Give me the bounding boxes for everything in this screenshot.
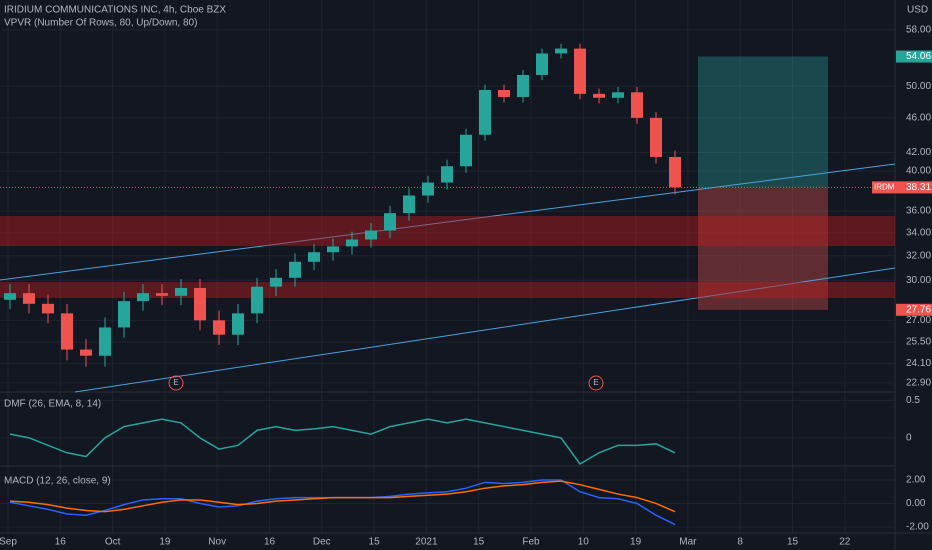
candle-body (327, 246, 339, 253)
x-tick-label: Feb (522, 537, 540, 548)
candle-body (270, 277, 282, 287)
candle-body (422, 182, 434, 196)
symbol: IRDM (874, 182, 895, 191)
candle-body (669, 156, 681, 188)
price-tag (896, 181, 932, 194)
candle-body (194, 287, 206, 321)
candle-body (23, 293, 35, 304)
x-tick-label: 22 (839, 537, 851, 548)
candle-body (118, 301, 130, 328)
candle-body (441, 166, 453, 183)
candle-body (574, 48, 586, 94)
indicator-title: VPVR (Number Of Rows, 80, Up/Down, 80) (4, 18, 197, 29)
candle-body (555, 48, 567, 54)
candle-body (137, 293, 149, 302)
candle-body (4, 293, 16, 300)
indicator-line (9, 480, 676, 513)
x-tick-label: 8 (737, 537, 743, 548)
last-price: 38.31 (906, 182, 931, 193)
candle-body (308, 252, 320, 262)
channel-line (74, 267, 896, 393)
candle-body (61, 313, 73, 350)
x-tick-label: 15 (473, 537, 485, 548)
y-tick-label: 0 (906, 432, 912, 443)
candle-body (80, 349, 92, 356)
zone (0, 216, 895, 246)
y-tick-label: -2.00 (906, 522, 929, 533)
y-tick-label: 25.50 (906, 337, 931, 348)
candle-body (517, 74, 529, 97)
x-tick-label: Dec (313, 537, 331, 548)
candle-body (403, 195, 415, 214)
symbol-tag (872, 181, 896, 194)
candle-body (175, 287, 187, 296)
candle-body (498, 90, 510, 97)
stop-label: 27.76 (906, 304, 931, 315)
earnings-label: E (593, 378, 598, 387)
x-tick-label: Mar (679, 537, 697, 548)
x-tick-label: 16 (264, 537, 276, 548)
candle-body (536, 53, 548, 75)
y-tick-label: 34.00 (906, 227, 931, 238)
currency: USD (907, 5, 928, 16)
x-tick-label: 15 (787, 537, 799, 548)
x-tick-label: Oct (105, 537, 121, 548)
channel-line (0, 163, 896, 281)
stop-zone (698, 187, 828, 310)
candle-body (346, 239, 358, 247)
y-tick-label: 46.00 (906, 113, 931, 124)
y-tick-label: 0.5 (906, 395, 920, 406)
candle-body (232, 313, 244, 335)
candle-body (99, 327, 111, 356)
x-tick-label: 19 (159, 537, 171, 548)
y-tick-label: 42.00 (906, 147, 931, 158)
candle-body (593, 93, 605, 98)
candle-body (213, 320, 225, 335)
candle-body (384, 213, 396, 231)
pane-title: DMF (26, EMA, 8, 14) (4, 399, 101, 410)
candle-body (251, 286, 263, 314)
candle-body (42, 303, 54, 314)
y-tick-label: 24.10 (906, 358, 931, 369)
y-tick-label: 32.00 (906, 250, 931, 261)
earnings-marker (168, 375, 184, 391)
candle-body (631, 92, 643, 118)
y-tick-label: 40.00 (906, 166, 931, 177)
x-tick-label: Nov (208, 537, 226, 548)
target-label: 54.06 (906, 51, 931, 62)
y-tick-label: 22.90 (906, 378, 931, 389)
candle-body (156, 293, 168, 296)
candle-body (365, 230, 377, 240)
y-tick-label: 2.00 (906, 475, 926, 486)
y-tick-label: 50.00 (906, 81, 931, 92)
y-tick-label: 58.00 (906, 24, 931, 35)
candle-body (289, 261, 301, 278)
target-tag (896, 50, 932, 63)
candle-body (650, 117, 662, 157)
target-zone (698, 56, 828, 188)
stop-tag (896, 303, 932, 316)
candle-body (460, 134, 472, 167)
chart-title: IRIDIUM COMMUNICATIONS INC, 4h, Cboe BZX (4, 5, 226, 16)
y-tick-label: 0.00 (906, 498, 926, 509)
pane-title: MACD (12, 26, close, 9) (4, 476, 111, 487)
x-tick-label: 15 (369, 537, 381, 548)
x-tick-label: Sep (0, 537, 17, 548)
candle-body (479, 90, 491, 135)
y-tick-label: 27.00 (906, 315, 931, 326)
y-tick-label: 36.00 (906, 206, 931, 217)
x-tick-label: 19 (630, 537, 642, 548)
x-tick-label: 16 (55, 537, 67, 548)
x-tick-label: 2021 (415, 537, 438, 548)
candle-body (612, 92, 624, 98)
y-tick-label: 30.00 (906, 275, 931, 286)
earnings-label: E (173, 378, 178, 387)
earnings-marker (588, 375, 604, 391)
zone (0, 282, 895, 298)
x-tick-label: 10 (578, 537, 590, 548)
indicator-line (9, 418, 676, 465)
